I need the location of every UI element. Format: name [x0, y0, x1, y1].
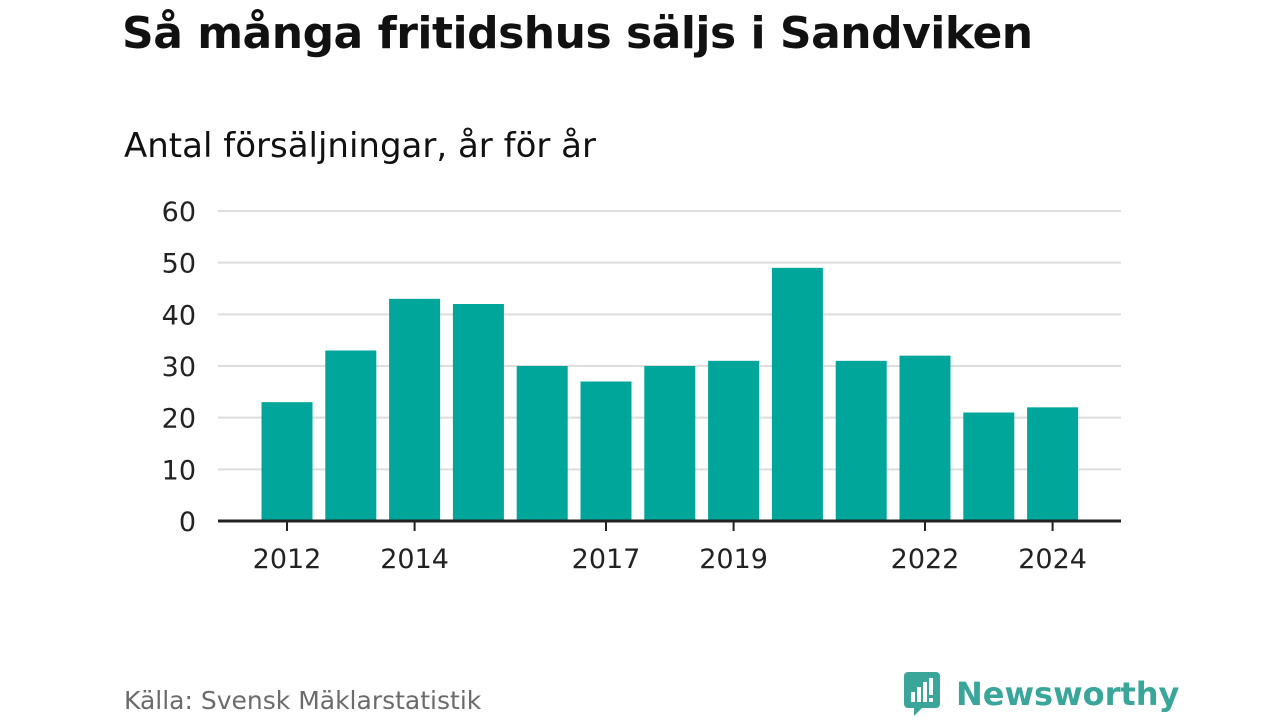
newsworthy-logo-icon [904, 672, 940, 716]
bar-2021 [835, 360, 887, 521]
y-axis-tick-labels: 0 10 20 30 40 50 60 [162, 197, 196, 538]
bar-2024 [1027, 407, 1079, 521]
bar-2022 [899, 355, 951, 521]
bars [261, 267, 1079, 521]
x-tick-label: 2019 [699, 544, 768, 575]
bar-2019 [708, 360, 760, 521]
brand: Newsworthy [902, 670, 1179, 718]
bar-2014 [389, 298, 441, 521]
y-tick-label: 30 [162, 352, 196, 383]
bar-2015 [452, 304, 504, 521]
bar-2012 [261, 402, 313, 521]
x-tick-label: 2014 [380, 544, 449, 575]
bar-chart: 0 10 20 30 40 50 60 2012 2014 2017 2019 2022 2024 [162, 197, 1121, 575]
chart-subtitle: Antal försäljningar, år för år [124, 126, 596, 166]
bar-2017 [580, 381, 632, 521]
y-tick-label: 60 [162, 197, 196, 228]
x-tick-label: 2024 [1018, 544, 1087, 575]
bar-2016 [516, 366, 568, 521]
bar-2013 [325, 350, 377, 521]
y-tick-label: 20 [162, 404, 196, 435]
source-note: Källa: Svensk Mäklarstatistik [124, 686, 482, 715]
y-tick-label: 40 [162, 300, 196, 331]
x-axis: 2012 2014 2017 2019 2022 2024 [218, 519, 1121, 575]
y-tick-label: 10 [162, 455, 196, 486]
bar-2020 [771, 267, 823, 521]
chart-title: Så många fritidshus säljs i Sandviken [122, 8, 1033, 59]
brand-name: Newsworthy [956, 675, 1180, 713]
x-tick-label: 2012 [253, 544, 322, 575]
bar-2023 [963, 412, 1015, 521]
y-tick-label: 0 [179, 507, 196, 538]
x-tick-label: 2022 [891, 544, 960, 575]
bar-2018 [644, 366, 696, 521]
x-tick-label: 2017 [572, 544, 641, 575]
y-tick-label: 50 [162, 249, 196, 280]
